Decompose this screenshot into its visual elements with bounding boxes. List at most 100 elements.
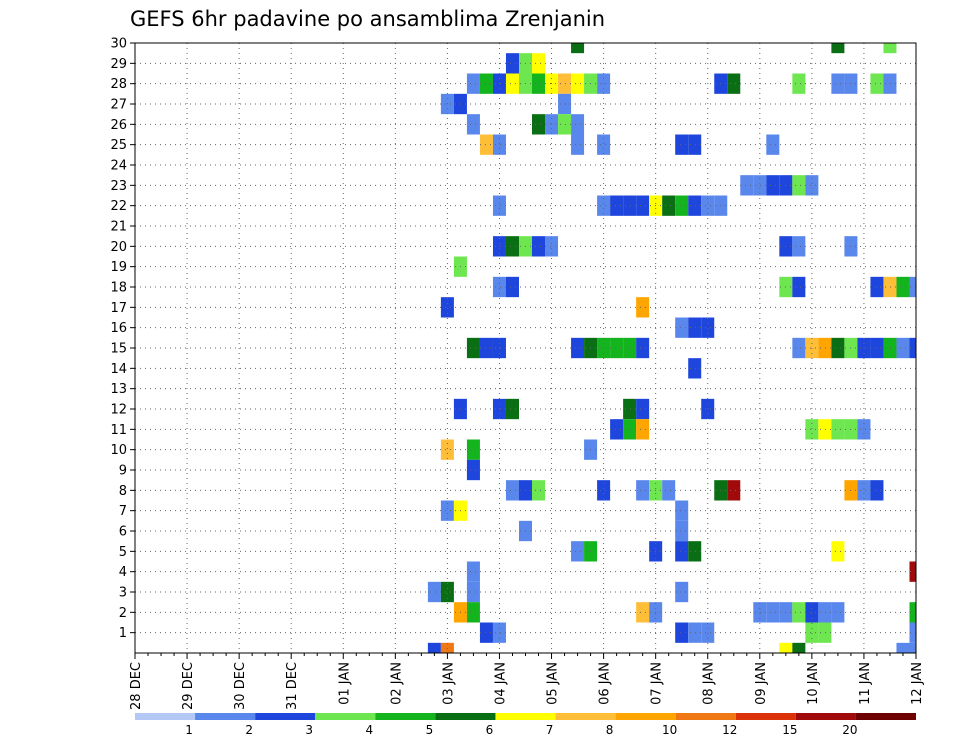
x-tick-label: 28 DEC: [129, 662, 144, 710]
y-tick-label: 16: [110, 321, 127, 336]
heatmap-cell: [688, 195, 702, 216]
heatmap-cell: [492, 276, 506, 298]
x-tick-label: 10 JAN: [806, 662, 821, 705]
heatmap-cell: [571, 337, 585, 359]
heatmap-cell: [701, 317, 715, 338]
heatmap-cell: [909, 602, 916, 623]
heatmap-cell: [766, 602, 780, 623]
y-tick-label: 23: [110, 179, 127, 194]
x-tick-label: 12 JAN: [910, 662, 925, 705]
heatmap-cell: [831, 43, 845, 54]
y-tick-label: 27: [110, 98, 127, 113]
heatmap-cell: [753, 175, 767, 196]
x-tick-label: 09 JAN: [754, 662, 769, 705]
heatmap-cell: [440, 642, 454, 653]
y-tick-label: 18: [110, 281, 127, 296]
heatmap-cell: [909, 561, 916, 582]
heatmap-cell: [636, 398, 650, 420]
x-tick-label: 06 JAN: [598, 662, 613, 705]
y-tick-label: 19: [110, 260, 127, 275]
heatmap-cell: [909, 337, 916, 359]
heatmap-cell: [857, 480, 871, 501]
heatmap-cell: [688, 622, 702, 643]
heatmap-cell: [909, 622, 916, 643]
heatmap-cell: [610, 337, 624, 359]
heatmap-cell: [623, 419, 637, 440]
heatmap-cell: [766, 175, 780, 196]
y-tick-label: 25: [110, 138, 127, 153]
heatmap-cell: [466, 581, 480, 603]
colorbar-label: 2: [245, 723, 253, 737]
y-tick-label: 26: [110, 118, 127, 133]
heatmap-cell: [610, 419, 624, 440]
heatmap-cell: [532, 53, 546, 74]
heatmap-cell: [440, 439, 454, 460]
colorbar-swatch: [135, 713, 196, 720]
heatmap-cell: [883, 337, 897, 359]
heatmap-cell: [636, 419, 650, 440]
heatmap-cell: [818, 602, 832, 623]
colorbar-swatch: [555, 713, 616, 720]
heatmap-cell: [636, 337, 650, 359]
colorbar-label: 4: [365, 723, 373, 737]
colorbar-swatch: [495, 713, 556, 720]
heatmap-cell: [792, 642, 806, 653]
heatmap-cell: [505, 53, 519, 74]
y-tick-label: 15: [110, 342, 127, 357]
colorbar-label: 5: [426, 723, 434, 737]
y-tick-label: 24: [110, 159, 127, 174]
heatmap-cell: [818, 419, 832, 440]
heatmap-cell: [688, 317, 702, 338]
heatmap-cell: [466, 73, 480, 94]
heatmap-cell: [675, 581, 689, 603]
heatmap-cell: [571, 541, 585, 562]
heatmap-cell: [883, 73, 897, 94]
colorbar-label: 3: [305, 723, 313, 737]
heatmap-cell: [466, 561, 480, 582]
x-tick-label: 29 DEC: [181, 662, 196, 710]
colorbar-swatch: [615, 713, 676, 720]
heatmap-cell: [857, 419, 871, 440]
y-tick-label: 8: [119, 484, 127, 499]
heatmap-cell: [766, 134, 780, 155]
colorbar-swatch: [255, 713, 316, 720]
heatmap-cell: [466, 602, 480, 623]
heatmap-cell: [571, 114, 585, 135]
heatmap-cell: [636, 297, 650, 318]
heatmap-cell: [532, 73, 546, 94]
y-tick-label: 13: [110, 382, 127, 397]
heatmap-cell: [610, 195, 624, 216]
heatmap-cell: [792, 276, 806, 298]
heatmap-cell: [675, 541, 689, 562]
heatmap-cell: [636, 195, 650, 216]
heatmap-cell: [558, 93, 572, 115]
heatmap-cell: [532, 480, 546, 501]
y-tick-label: 29: [110, 57, 127, 72]
heatmap-cell: [636, 480, 650, 501]
heatmap-cell: [870, 73, 884, 94]
y-tick-label: 28: [110, 77, 127, 92]
y-tick-label: 10: [110, 443, 127, 458]
heatmap-cell: [479, 337, 493, 359]
heatmap-cell: [492, 236, 506, 257]
y-axis: 1234567891011121314151617181920212223242…: [110, 37, 135, 641]
heatmap-cell: [427, 581, 441, 603]
heatmap-cell: [675, 500, 689, 521]
colorbar-label: 10: [662, 723, 677, 737]
grid-layer: [135, 43, 916, 653]
heatmap-cell: [701, 622, 715, 643]
cell-layer: [427, 43, 916, 653]
colorbar-swatch: [735, 713, 796, 720]
colorbar-swatch: [195, 713, 256, 720]
x-tick-label: 01 JAN: [337, 662, 352, 705]
x-axis: 28 DEC 29 DEC 30 DEC 31 DEC 01 JAN 02 JAN 03 J…: [129, 653, 925, 710]
y-tick-label: 9: [119, 464, 127, 479]
x-tick-label: 05 JAN: [546, 662, 561, 705]
heatmap-cell: [675, 317, 689, 338]
heatmap-cell: [688, 541, 702, 562]
colorbar-label: 7: [546, 723, 554, 737]
heatmap-cell: [805, 602, 819, 623]
heatmap-cell: [883, 43, 897, 54]
x-tick-label: 11 JAN: [858, 662, 873, 705]
